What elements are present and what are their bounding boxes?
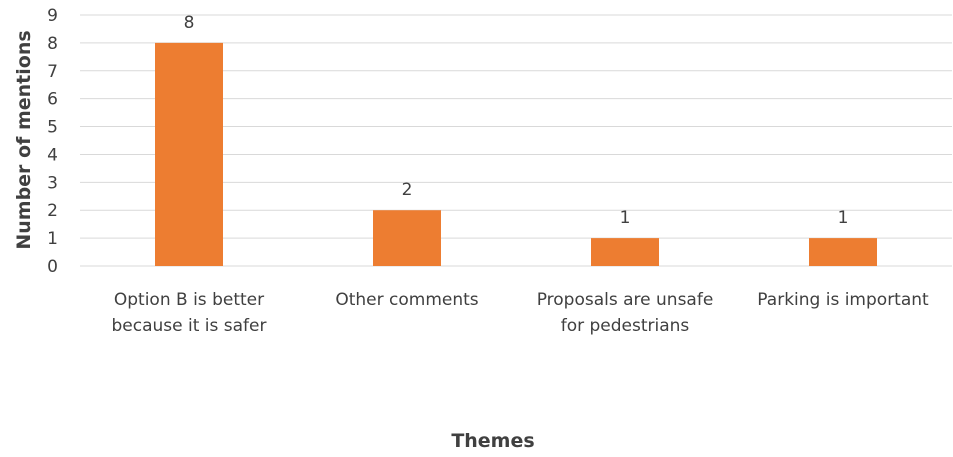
data-label-0: 8 — [184, 13, 195, 33]
bar-3 — [809, 238, 877, 266]
category-label-1: Other comments — [335, 290, 478, 310]
category-label-line: Other comments — [335, 290, 478, 310]
y-tick-label: 3 — [47, 173, 58, 193]
y-tick-label: 4 — [47, 145, 58, 165]
category-label-line: for pedestrians — [561, 316, 690, 336]
y-tick-label: 8 — [47, 34, 58, 54]
y-tick-label: 0 — [47, 257, 58, 277]
bar-2 — [591, 238, 659, 266]
bar-0 — [155, 42, 223, 267]
data-label-3: 1 — [838, 208, 849, 228]
category-label-3: Parking is important — [757, 290, 929, 310]
category-label-0: Option B is better because it is safer — [112, 290, 267, 336]
gridlines — [80, 14, 952, 267]
y-tick-label: 7 — [47, 62, 58, 82]
x-axis-title: Themes — [451, 430, 534, 452]
data-label-2: 1 — [620, 208, 631, 228]
y-axis-ticks: 0 1 2 3 4 5 6 7 8 9 — [47, 6, 58, 277]
y-tick-label: 5 — [47, 118, 58, 138]
category-label-2: Proposals are unsafe for pedestrians — [537, 290, 714, 336]
bars — [155, 42, 877, 267]
data-label-1: 2 — [402, 180, 413, 200]
y-tick-label: 9 — [47, 6, 58, 26]
category-label-line: Option B is better — [114, 290, 264, 310]
bar-1 — [373, 210, 441, 266]
category-label-line: because it is safer — [112, 316, 267, 336]
y-axis-title: Number of mentions — [13, 30, 35, 249]
data-labels: 8 2 1 1 — [184, 13, 849, 228]
y-tick-label: 6 — [47, 90, 58, 110]
x-axis-categories: Option B is better because it is safer Oth… — [112, 290, 930, 336]
category-label-line: Proposals are unsafe — [537, 290, 714, 310]
y-tick-label: 2 — [47, 201, 58, 221]
y-tick-label: 1 — [47, 229, 58, 249]
category-label-line: Parking is important — [757, 290, 929, 310]
